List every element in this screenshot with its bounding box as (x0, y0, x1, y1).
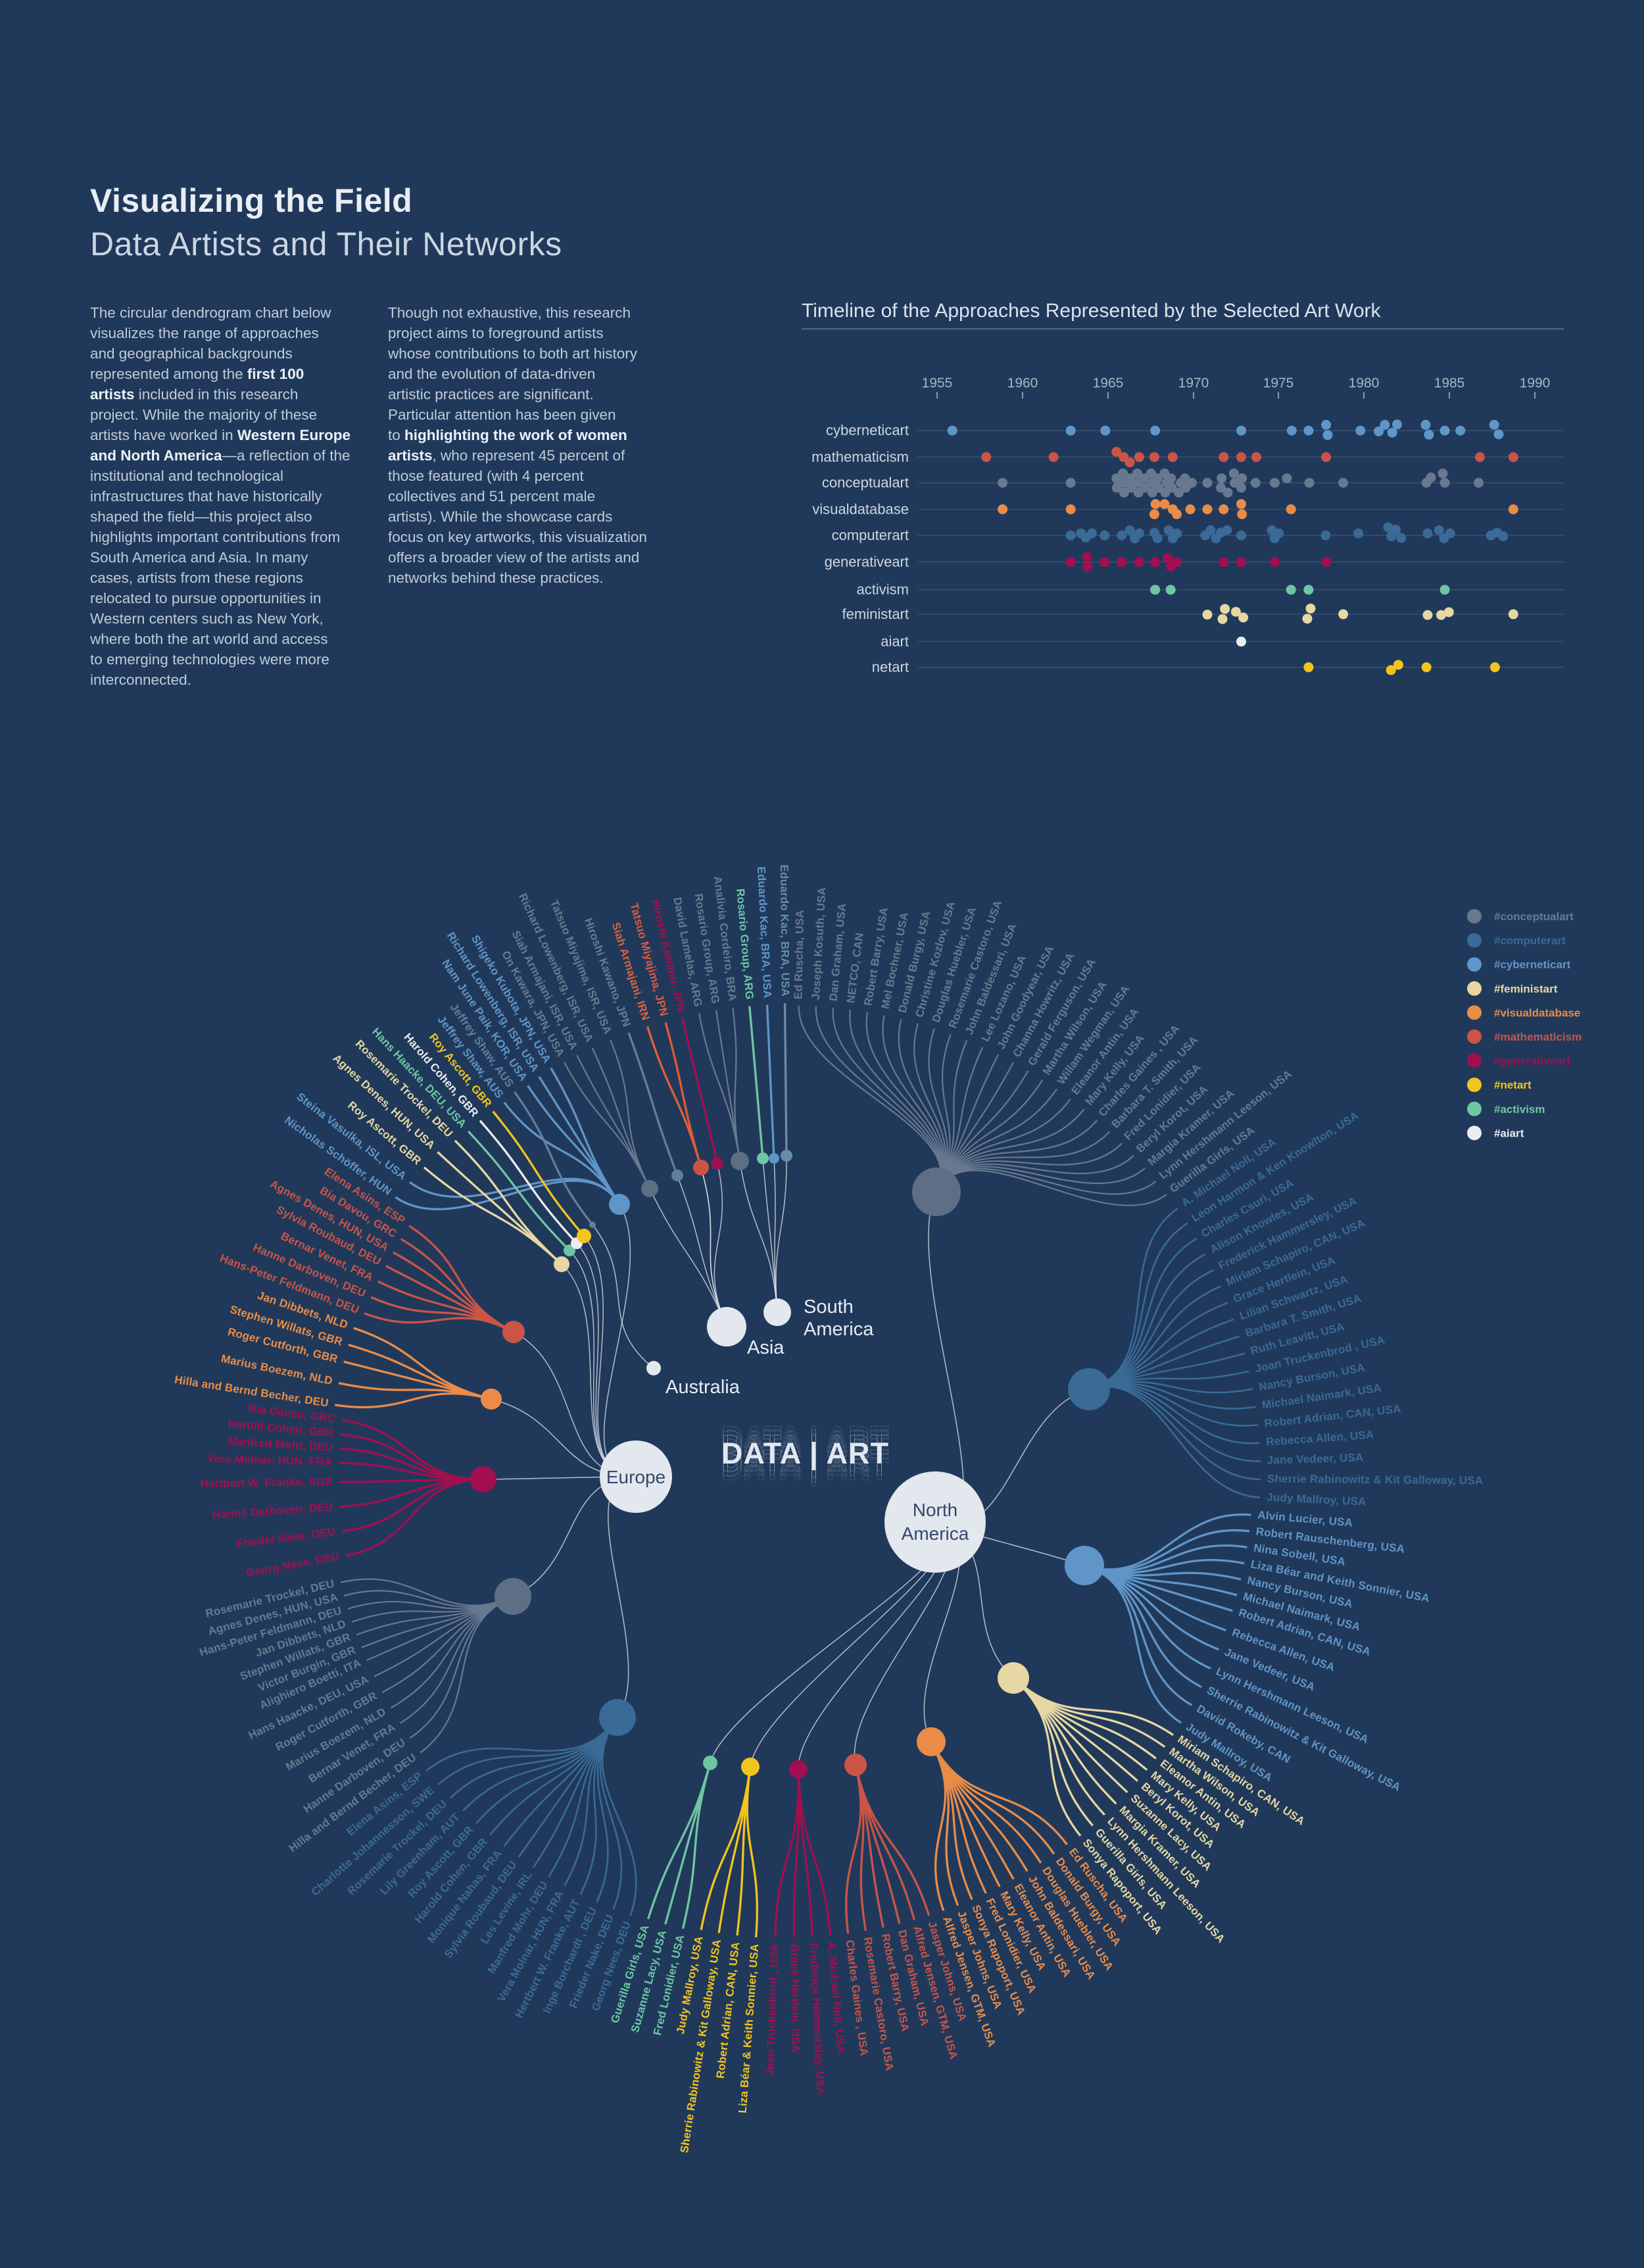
svg-text:#visualdatabase: #visualdatabase (1494, 1006, 1580, 1019)
svg-text:Alvin Lucier, USA: Alvin Lucier, USA (1257, 1509, 1353, 1529)
svg-text:activism: activism (857, 581, 909, 598)
svg-text:netart: netart (872, 658, 909, 675)
svg-text:computerart: computerart (832, 527, 909, 543)
svg-text:mathematicism: mathematicism (811, 449, 909, 465)
svg-text:Eduardo Kac, BRA, USA: Eduardo Kac, BRA, USA (778, 864, 792, 997)
svg-text:#cyberneticart: #cyberneticart (1494, 958, 1571, 971)
svg-text:A. Michael Noll, USA: A. Michael Noll, USA (825, 1941, 848, 2054)
svg-text:Hanne Darboven, DEU: Hanne Darboven, DEU (212, 1500, 333, 1521)
svg-text:Joseph Kosuth, USA: Joseph Kosuth, USA (810, 887, 829, 1000)
svg-text:#generativeart: #generativeart (1494, 1055, 1571, 1068)
svg-text:Joan Truckenbrod , USA: Joan Truckenbrod , USA (763, 1943, 780, 2076)
svg-text:1965: 1965 (1093, 376, 1124, 391)
svg-text:Ed Ruscha, USA: Ed Ruscha, USA (792, 910, 806, 999)
svg-text:Timeline of the Approaches Rep: Timeline of the Approaches Represented b… (802, 300, 1381, 322)
svg-text:#aiart: #aiart (1494, 1127, 1524, 1139)
svg-text:1985: 1985 (1434, 376, 1465, 391)
svg-text:feministart: feministart (842, 606, 909, 622)
svg-text:#conceptualart: #conceptualart (1494, 910, 1574, 923)
svg-text:1960: 1960 (1007, 376, 1038, 391)
svg-text:South: South (804, 1296, 854, 1318)
svg-text:Grace Hertlein, USA: Grace Hertlein, USA (788, 1944, 802, 2053)
svg-text:1980: 1980 (1349, 376, 1380, 391)
svg-text:Georg Nees, DEU: Georg Nees, DEU (245, 1550, 341, 1579)
svg-text:North: North (913, 1500, 957, 1520)
svg-text:Australia: Australia (665, 1377, 740, 1398)
svg-text:Eduardo Kac, BRA, USA: Eduardo Kac, BRA, USA (755, 866, 774, 998)
svg-text:1970: 1970 (1178, 376, 1209, 391)
svg-text:#activism: #activism (1494, 1103, 1545, 1116)
svg-text:#computerart: #computerart (1494, 935, 1566, 947)
svg-text:#netart: #netart (1494, 1079, 1532, 1091)
svg-text:America: America (804, 1319, 874, 1340)
svg-text:Liza Béar & Keith Sonnier, USA: Liza Béar & Keith Sonnier, USA (737, 1943, 762, 2113)
svg-text:Dan Graham, USA: Dan Graham, USA (827, 902, 849, 1002)
svg-text:1990: 1990 (1520, 376, 1551, 391)
svg-text:Frieder Nake, DEU: Frieder Nake, DEU (236, 1525, 337, 1550)
svg-text:#mathematicism: #mathematicism (1494, 1031, 1582, 1043)
svg-text:conceptualart: conceptualart (822, 474, 909, 491)
svg-text:Europe: Europe (606, 1467, 665, 1487)
svg-text:cyberneticart: cyberneticart (826, 422, 909, 439)
svg-text:NETCO, CAN: NETCO, CAN (844, 932, 866, 1004)
svg-text:America: America (902, 1523, 969, 1544)
svg-text:visualdatabase: visualdatabase (812, 501, 909, 517)
svg-text:Jane Vedeer, USA: Jane Vedeer, USA (1267, 1451, 1363, 1466)
svg-text:1955: 1955 (922, 376, 953, 391)
svg-text:1975: 1975 (1263, 376, 1294, 391)
svg-text:generativeart: generativeart (825, 553, 909, 570)
svg-text:Hertbert W. Franke, AUS: Hertbert W. Franke, AUS (200, 1475, 332, 1490)
svg-text:Frederick Hammersley, USA: Frederick Hammersley, USA (807, 1943, 827, 2096)
svg-text:Asia: Asia (747, 1337, 785, 1358)
svg-text:Vera Molnar, HUN, FRA: Vera Molnar, HUN, FRA (207, 1452, 333, 1468)
svg-text:Sherrie Rabinowitz & Kit Gallo: Sherrie Rabinowitz & Kit Galloway, USA (678, 1938, 723, 2154)
svg-text:#feministart: #feministart (1494, 983, 1558, 995)
svg-text:Sherrie Rabinowitz & Kit Gallo: Sherrie Rabinowitz & Kit Galloway, USA (1267, 1473, 1484, 1487)
svg-text:Rebecca Allen, USA: Rebecca Allen, USA (1266, 1428, 1374, 1448)
svg-text:Judy Mallroy, USA: Judy Mallroy, USA (1267, 1491, 1366, 1508)
svg-text:aiart: aiart (881, 633, 909, 649)
